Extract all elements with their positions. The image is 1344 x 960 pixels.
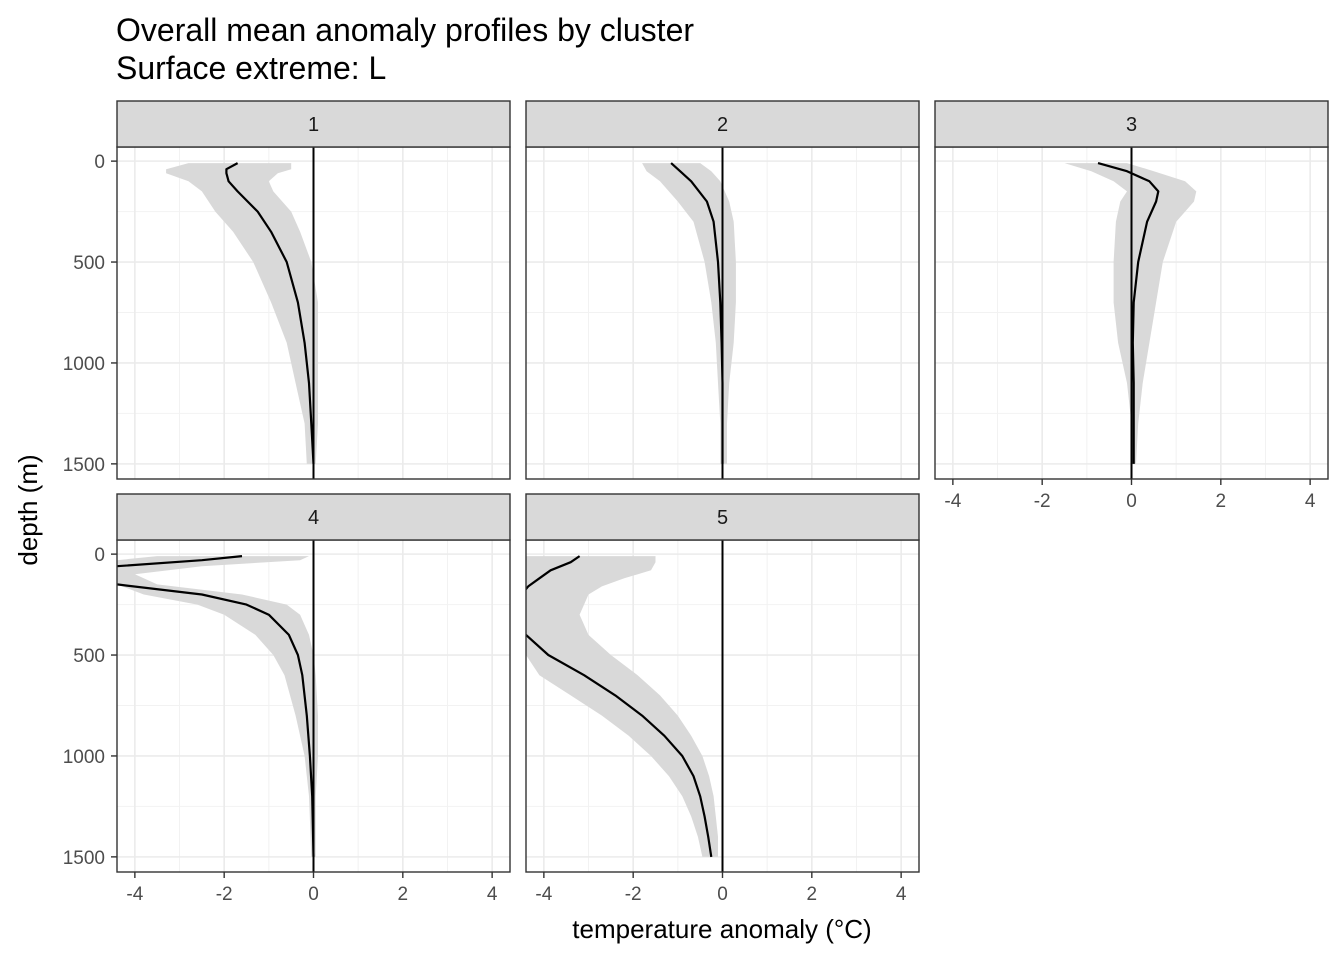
x-tick-label: -2 — [216, 884, 233, 905]
y-axis-title: depth (m) — [13, 454, 43, 565]
x-tick-label: 2 — [398, 884, 409, 905]
mean-profile-line — [1097, 162, 1160, 464]
x-tick-label: 4 — [1305, 491, 1316, 512]
x-tick-label: 0 — [1126, 491, 1137, 512]
y-tick-label: 1000 — [63, 354, 105, 375]
chart-title: Overall mean anomaly profiles by cluster — [116, 12, 694, 48]
confidence-ribbon — [166, 163, 318, 464]
x-tick-label: 4 — [487, 884, 498, 905]
mean-profile-line — [117, 555, 315, 857]
mean-profile-line — [526, 555, 713, 858]
y-tick-label: 1500 — [63, 848, 105, 869]
mean-profile-line — [225, 162, 315, 464]
confidence-ribbon — [1064, 163, 1197, 464]
facet-strip — [525, 100, 920, 148]
x-tick-label: -4 — [535, 884, 552, 905]
facet-strip-label: 2 — [717, 114, 728, 136]
mean-profile-line — [670, 162, 724, 464]
chart-subtitle: Surface extreme: L — [116, 50, 386, 86]
y-tick-label: 500 — [73, 646, 105, 667]
panel-5: 5 -4 -2 0 2 4 — [525, 493, 920, 905]
facet-strip-label: 1 — [308, 114, 319, 136]
panel-1: 1 0 500 1000 1500 — [63, 100, 511, 480]
x-tick-label: 0 — [717, 884, 728, 905]
x-tick-label: 2 — [1216, 491, 1227, 512]
facet-strip-label: 3 — [1126, 114, 1137, 136]
y-tick-label: 0 — [94, 545, 105, 566]
x-tick-label: -4 — [944, 491, 961, 512]
facet-strip — [116, 493, 511, 541]
confidence-ribbon — [526, 556, 718, 857]
panel-4: 4 -4 -2 0 2 4 0 500 1000 1500 — [63, 493, 511, 905]
confidence-ribbon — [117, 556, 318, 857]
confidence-ribbon — [642, 163, 736, 464]
facet-strip — [934, 100, 1329, 148]
panels: 1 0 500 1000 1500 2 3 -4 -2 0 2 4 4 -4 -2 0 2 4 0 500 1000 15… — [63, 100, 1329, 905]
x-tick-label: 2 — [807, 884, 818, 905]
facet-strip — [116, 100, 511, 148]
x-tick-label: -2 — [1034, 491, 1051, 512]
y-tick-label: 0 — [94, 152, 105, 173]
x-axis-title: temperature anomaly (°C) — [572, 914, 871, 944]
facet-strip-label: 4 — [308, 507, 319, 529]
x-tick-label: 0 — [308, 884, 319, 905]
panel-2: 2 — [525, 100, 920, 480]
y-tick-label: 500 — [73, 253, 105, 274]
facet-strip — [525, 493, 920, 541]
facet-strip-label: 5 — [717, 507, 728, 529]
x-tick-label: -2 — [625, 884, 642, 905]
y-tick-label: 1500 — [63, 455, 105, 476]
x-tick-label: -4 — [126, 884, 143, 905]
panel-3: 3 -4 -2 0 2 4 — [934, 100, 1329, 512]
x-tick-label: 4 — [896, 884, 907, 905]
y-tick-label: 1000 — [63, 747, 105, 768]
